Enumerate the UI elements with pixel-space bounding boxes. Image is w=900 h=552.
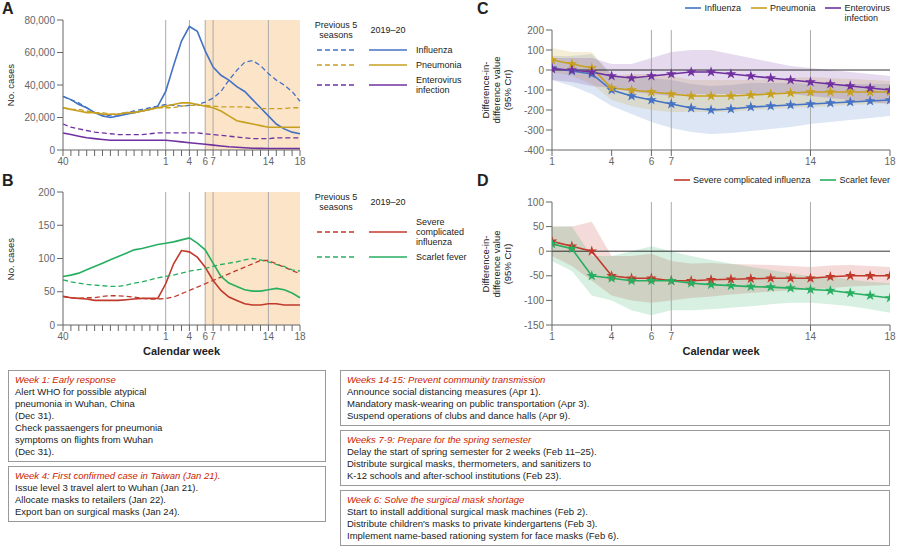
html-text:Previous 5 seasons: Previous 5 seasons [314,20,358,40]
svg-text:6: 6 [649,331,655,342]
html-text:Influenza: Influenza [416,45,453,55]
svg-text:1: 1 [549,331,555,342]
html-text:Enterovirus infection: Enterovirus infection [416,75,462,95]
html-text:Calendar week: Calendar week [143,345,220,357]
html-text:Weeks 14-15: Prevent community: Weeks 14-15: Prevent community transmiss… [347,374,546,385]
html-text:Start to install additional su: Start to install additional surgical mas… [347,506,619,541]
svg-text:40: 40 [57,156,69,167]
svg-text:-400: -400 [524,145,544,156]
svg-text:6: 6 [649,156,655,167]
svg-text:18: 18 [294,156,306,167]
svg-text:0: 0 [49,320,55,331]
svg-text:7: 7 [669,156,675,167]
svg-text:0: 0 [49,145,55,156]
svg-text:1: 1 [163,156,169,167]
html-text:Alert WHO for possible atypica: Alert WHO for possible atypical pneumoni… [15,386,163,457]
svg-text:0: 0 [538,246,544,257]
html-text:Week 6: Solve the surgical mas: Week 6: Solve the surgical mask shortage [347,494,525,505]
html-text:C: C [477,0,489,17]
svg-text:1: 1 [549,156,555,167]
html-text:Week 4: First confirmed case i: Week 4: First confirmed case in Taiwan (… [15,470,221,481]
svg-text:100: 100 [527,197,544,208]
html-text:B: B [2,172,14,189]
svg-text:50: 50 [533,221,545,232]
svg-text:4: 4 [609,156,615,167]
svg-text:4: 4 [187,331,193,342]
svg-text:0: 0 [538,65,544,76]
html-text:Delay the start of spring seme: Delay the start of spring semester for 2… [347,446,597,481]
svg-text:-100: -100 [524,295,544,306]
svg-text:40: 40 [57,331,69,342]
svg-text:14: 14 [805,331,817,342]
html-text:Issue level 3 travel alert to: Issue level 3 travel alert to Wuhan (Jan… [15,482,199,517]
svg-text:-50: -50 [530,270,545,281]
svg-text:50: 50 [44,286,56,297]
html-text:Pneumonia: Pneumonia [416,60,462,70]
svg-text:18: 18 [294,331,306,342]
svg-text:-200: -200 [524,105,544,116]
svg-text:20,000: 20,000 [24,112,55,123]
html-text:Announce social distancing mea: Announce social distancing measures (Apr… [347,386,590,421]
svg-text:6: 6 [202,156,208,167]
html-text:No. cases: No. cases [4,63,15,107]
svg-text:1: 1 [163,331,169,342]
html-text:Scarlet fever: Scarlet fever [839,175,890,185]
html-text:2019–20: 2019–20 [370,197,406,207]
svg-text:4: 4 [187,156,193,167]
html-text:Influenza: Influenza [704,3,741,13]
html-text:Enterovirus infection: Enterovirus infection [844,3,890,23]
svg-text:14: 14 [263,156,275,167]
svg-text:100: 100 [38,253,55,264]
html-text:Weeks 7-9: Prepare for the spr: Weeks 7-9: Prepare for the spring semest… [347,434,532,445]
svg-text:-300: -300 [524,125,544,136]
svg-text:4: 4 [609,331,615,342]
svg-text:40,000: 40,000 [24,80,55,91]
html-text:Pneumonia: Pneumonia [769,3,816,13]
svg-text:14: 14 [263,331,275,342]
html-text:Difference-in- difference valu: Difference-in- difference value (95% CrI… [479,230,512,297]
svg-text:7: 7 [210,331,216,342]
svg-text:18: 18 [884,156,892,167]
html-text:Severe complicated influenza: Severe complicated influenza [692,175,811,185]
svg-text:100: 100 [527,45,544,56]
svg-text:60,000: 60,000 [24,47,55,58]
html-text:Previous 5 seasons: Previous 5 seasons [314,192,358,212]
svg-text:150: 150 [38,220,55,231]
html-text:Difference-in- difference valu: Difference-in- difference value (95% CrI… [479,56,512,124]
html-text:Severe complicated influenza: Severe complicated influenza [416,217,467,247]
svg-text:6: 6 [202,331,208,342]
svg-text:18: 18 [884,331,892,342]
svg-text:14: 14 [805,156,817,167]
svg-text:-150: -150 [524,320,544,331]
svg-text:200: 200 [38,187,55,198]
html-text:Calendar week: Calendar week [682,345,760,357]
html-text:2019–20: 2019–20 [370,25,406,35]
html-text:Week 1: Early response: Week 1: Early response [15,374,116,385]
svg-text:7: 7 [669,331,675,342]
svg-text:80,000: 80,000 [24,15,55,26]
html-text:No. cases: No. cases [4,237,15,280]
svg-text:200: 200 [527,25,544,36]
svg-text:-100: -100 [524,85,544,96]
svg-text:7: 7 [210,156,216,167]
html-text:D: D [477,172,489,189]
html-text:Scarlet fever: Scarlet fever [416,252,467,262]
html-text:A: A [2,0,14,17]
